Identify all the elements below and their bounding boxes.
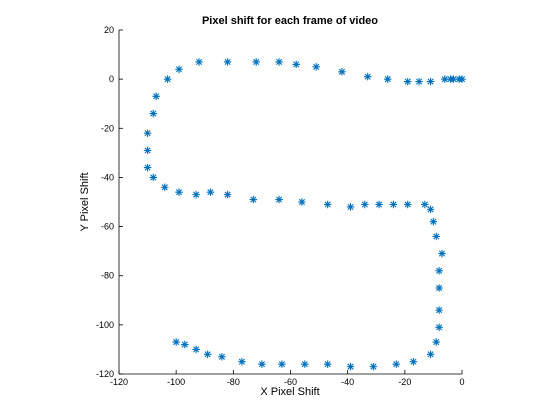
x-tick-label: -100	[167, 377, 185, 387]
data-point	[347, 363, 353, 369]
data-point	[276, 196, 282, 202]
y-tick-label: -40	[101, 172, 114, 182]
data-point	[182, 341, 188, 347]
x-tick-label: 0	[459, 377, 464, 387]
data-point	[162, 184, 168, 190]
data-point	[430, 218, 436, 224]
data-point	[173, 339, 179, 345]
data-point	[436, 324, 442, 330]
data-point	[144, 164, 150, 170]
data-point	[193, 191, 199, 197]
data-point	[299, 199, 305, 205]
data-point	[219, 354, 225, 360]
data-point	[250, 196, 256, 202]
data-point	[427, 78, 433, 84]
data-point	[224, 191, 230, 197]
x-tick-label: -80	[227, 377, 240, 387]
data-point	[376, 201, 382, 207]
data-point	[439, 250, 445, 256]
data-point	[153, 93, 159, 99]
data-point	[384, 76, 390, 82]
x-axis-label: X Pixel Shift	[260, 386, 319, 398]
y-tick-label: -120	[96, 369, 114, 379]
data-point	[364, 73, 370, 79]
data-point	[150, 174, 156, 180]
data-point	[427, 351, 433, 357]
y-tick-label: 20	[104, 25, 114, 35]
data-point	[393, 361, 399, 367]
data-point	[150, 110, 156, 116]
y-tick-label: -60	[101, 222, 114, 232]
data-point	[144, 147, 150, 153]
x-tick-label: -20	[398, 377, 411, 387]
data-point	[433, 233, 439, 239]
data-point	[442, 76, 448, 82]
data-point	[404, 78, 410, 84]
data-point	[436, 285, 442, 291]
data-point	[239, 359, 245, 365]
data-point	[324, 361, 330, 367]
data-point	[259, 361, 265, 367]
data-point	[204, 351, 210, 357]
data-point	[193, 346, 199, 352]
data-point	[313, 64, 319, 70]
y-tick-label: -20	[101, 123, 114, 133]
data-point	[276, 59, 282, 65]
data-point	[433, 339, 439, 345]
data-point	[436, 307, 442, 313]
y-tick-label: -100	[96, 320, 114, 330]
data-point	[207, 189, 213, 195]
data-point	[347, 204, 353, 210]
data-point	[370, 363, 376, 369]
chart-title: Pixel shift for each frame of video	[202, 15, 378, 27]
y-axis-label: Y Pixel Shift	[79, 172, 91, 231]
data-point	[390, 201, 396, 207]
data-point	[302, 361, 308, 367]
data-point	[224, 59, 230, 65]
data-point	[410, 359, 416, 365]
data-point	[324, 201, 330, 207]
data-point	[164, 76, 170, 82]
y-tick-label: 0	[109, 74, 114, 84]
data-point	[253, 59, 259, 65]
data-point	[279, 361, 285, 367]
data-point	[176, 189, 182, 195]
data-point	[422, 201, 428, 207]
x-tick-label: -40	[341, 377, 354, 387]
data-point	[427, 206, 433, 212]
data-point	[339, 69, 345, 75]
y-tick-label: -80	[101, 271, 114, 281]
data-point	[144, 130, 150, 136]
data-point	[416, 78, 422, 84]
data-point	[293, 61, 299, 67]
data-point	[362, 201, 368, 207]
data-point	[176, 66, 182, 72]
data-point	[436, 268, 442, 274]
data-point	[404, 201, 410, 207]
data-point	[196, 59, 202, 65]
